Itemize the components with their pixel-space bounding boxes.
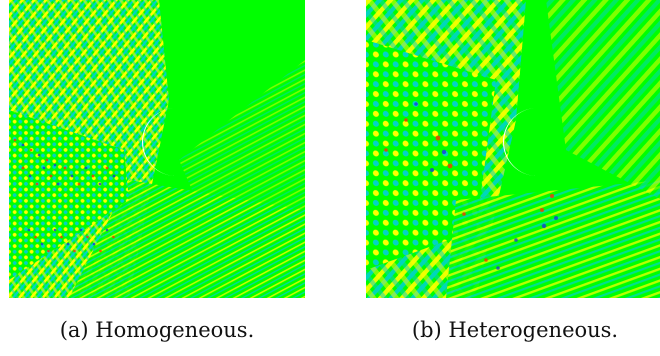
field-extremum-dot — [98, 182, 102, 186]
field-extremum-dot — [86, 235, 89, 239]
homogeneous-wave-field-panel — [9, 0, 305, 298]
field-extremum-dot — [70, 174, 74, 178]
homogeneous-wave-field-plot — [9, 0, 305, 298]
field-extremum-dot — [27, 228, 31, 232]
field-extremum-dot — [35, 182, 39, 186]
field-extremum-dot — [29, 148, 33, 152]
field-extremum-dot — [21, 166, 25, 170]
field-extremum-dot — [404, 118, 408, 122]
field-extremum-dot — [84, 166, 88, 170]
field-extremum-dot — [49, 174, 53, 178]
field-extremum-dot — [447, 163, 453, 169]
field-extrema-dots — [384, 102, 558, 270]
field-extremum-dot — [99, 249, 102, 253]
heterogeneous-wave-field-plot — [366, 0, 660, 298]
field-extremum-dot — [34, 235, 37, 239]
field-extremum-dot — [13, 138, 17, 142]
field-extremum-dot — [484, 258, 488, 262]
field-extremum-dot — [42, 166, 46, 170]
field-extremum-dot — [60, 235, 63, 239]
field-extremum-dot — [554, 216, 558, 220]
field-extremum-dot — [21, 143, 25, 147]
field-extremum-dot — [441, 149, 447, 155]
field-extremum-dot — [79, 228, 83, 232]
heterogeneous-wave-field-panel — [366, 0, 660, 298]
caption-heterogeneous: (b) Heterogeneous. — [411, 318, 619, 342]
field-extremum-dot — [66, 242, 70, 246]
field-extremum-dot — [53, 228, 57, 232]
field-extremum-dot — [435, 135, 441, 141]
field-extremum-dot — [540, 208, 544, 212]
field-extremum-dot — [91, 174, 95, 178]
field-extremum-dot — [514, 238, 518, 242]
field-extremum-dot — [112, 235, 115, 239]
field-extremum-dot — [47, 249, 50, 253]
field-extremum-dot — [37, 153, 41, 157]
field-extremum-dot — [56, 182, 60, 186]
field-extremum-dot — [53, 163, 57, 167]
field-extremum-dot — [92, 242, 96, 246]
field-extremum-dot — [112, 174, 116, 178]
caption-homogeneous: (a) Homogeneous. — [59, 318, 255, 342]
field-extremum-dot — [541, 223, 547, 229]
field-extremum-dot — [430, 168, 434, 172]
field-extremum-dot — [105, 228, 109, 232]
field-extremum-dot — [28, 174, 32, 178]
field-extremum-dot — [73, 249, 76, 253]
field-extremum-dot — [40, 242, 44, 246]
field-extremum-dot — [63, 166, 67, 170]
field-extremum-dot — [550, 194, 554, 198]
field-extremum-dot — [77, 182, 81, 186]
field-extremum-dot — [414, 102, 418, 106]
field-extremum-dot — [45, 158, 49, 162]
field-extremum-dot — [105, 166, 109, 170]
field-extrema-dots — [13, 138, 116, 253]
field-extremum-dot — [384, 148, 388, 152]
field-extremum-dot — [462, 212, 466, 216]
field-extremum-dot — [496, 266, 500, 270]
